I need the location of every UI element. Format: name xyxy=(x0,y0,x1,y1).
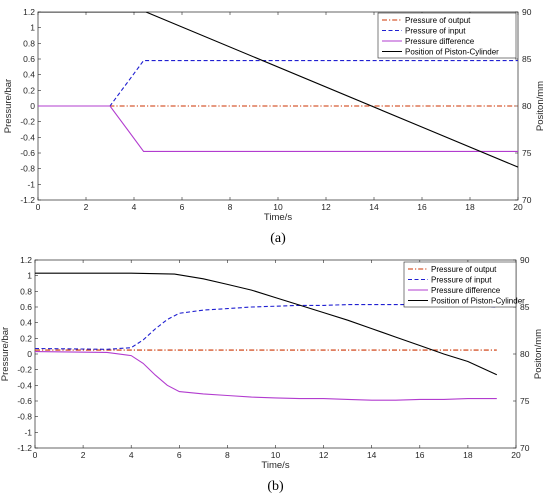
x-axis-label: Time/s xyxy=(261,460,289,471)
y2-tick-label: 90 xyxy=(520,255,530,265)
y-tick-label: 1 xyxy=(30,23,35,33)
y-tick-label: 0.6 xyxy=(20,302,32,312)
y-tick-label: -1.2 xyxy=(20,195,35,205)
legend-entry-1: Pressure of input xyxy=(405,26,466,35)
legend-entry-0: Pressure of output xyxy=(431,265,497,274)
y-tick-label: 0.2 xyxy=(23,85,35,95)
y-tick-label: -1 xyxy=(27,179,35,189)
y-tick-label: -0.8 xyxy=(17,412,32,422)
y-tick-label: -0.2 xyxy=(20,117,35,127)
y-tick-label: 0 xyxy=(27,349,32,359)
y2-axis-label: Positon/mm xyxy=(535,81,546,131)
series-line-3 xyxy=(35,272,498,376)
x-tick-label: 8 xyxy=(225,450,230,460)
y-axis-label: Pressure/bar xyxy=(0,327,11,381)
y-tick-label: -0.6 xyxy=(17,396,32,406)
x-tick-label: 4 xyxy=(132,202,137,212)
x-tick-label: 12 xyxy=(321,202,331,212)
x-tick-label: 2 xyxy=(81,450,86,460)
y-tick-label: -1 xyxy=(24,427,32,437)
y-tick-label: 0 xyxy=(30,101,35,111)
y-tick-label: -0.2 xyxy=(17,365,32,375)
y-tick-label: 0.2 xyxy=(20,333,32,343)
x-tick-label: 16 xyxy=(417,202,427,212)
y2-tick-label: 85 xyxy=(522,54,532,64)
y-tick-label: -0.4 xyxy=(20,132,35,142)
series-line-2 xyxy=(38,105,518,152)
y2-tick-label: 70 xyxy=(520,443,530,453)
y2-axis-label: Positon/mm xyxy=(533,329,544,379)
x-tick-label: 8 xyxy=(228,202,233,212)
x-tick-label: 18 xyxy=(463,450,473,460)
y-tick-label: 0.8 xyxy=(20,286,32,296)
y2-tick-label: 90 xyxy=(522,7,532,17)
legend-entry-2: Pressure difference xyxy=(431,286,501,295)
x-axis-label: Time/s xyxy=(264,212,292,223)
chart-panel-a: 0 2 4 6 8 10 12 14 16 18 20-1.2-1-0.8-0.6-0.4-0.20… xyxy=(3,7,546,246)
y-tick-label: 0.6 xyxy=(23,54,35,64)
y-tick-label: -0.8 xyxy=(20,164,35,174)
y2-tick-label: 75 xyxy=(522,148,532,158)
y-tick-label: 0.4 xyxy=(23,70,35,80)
x-tick-label: 0 xyxy=(33,450,38,460)
x-tick-label: 20 xyxy=(511,450,521,460)
x-tick-label: 20 xyxy=(513,202,523,212)
x-tick-label: 14 xyxy=(367,450,377,460)
legend-entry-3: Position of Piston-Cylinder xyxy=(405,47,499,56)
chart-panel-b: 0 2 4 6 8 10 12 14 16 18 20-1.2-1-0.8-0.6-0.4-0.20… xyxy=(0,255,544,494)
y-tick-label: 1 xyxy=(27,271,32,281)
y2-tick-label: 80 xyxy=(520,349,530,359)
y-axis-label: Pressure/bar xyxy=(3,79,14,133)
panel-caption: (a) xyxy=(270,231,286,246)
x-tick-label: 0 xyxy=(36,202,41,212)
y-tick-label: -0.4 xyxy=(17,380,32,390)
x-tick-label: 6 xyxy=(180,202,185,212)
series-line-2 xyxy=(35,351,497,401)
legend-entry-1: Pressure of input xyxy=(431,275,492,284)
x-tick-label: 2 xyxy=(84,202,89,212)
y-tick-label: 0.8 xyxy=(23,38,35,48)
y2-tick-label: 85 xyxy=(520,302,530,312)
y-tick-label: -0.6 xyxy=(20,148,35,158)
x-tick-label: 10 xyxy=(271,450,281,460)
x-tick-label: 14 xyxy=(369,202,379,212)
legend-box xyxy=(377,12,517,59)
x-tick-label: 12 xyxy=(319,450,329,460)
legend-entry-2: Pressure difference xyxy=(405,37,475,46)
panel-caption: (b) xyxy=(267,479,284,494)
x-tick-label: 4 xyxy=(129,450,134,460)
y-tick-label: 1.2 xyxy=(20,255,32,265)
x-tick-label: 10 xyxy=(273,202,283,212)
y2-tick-label: 70 xyxy=(522,195,532,205)
x-tick-label: 18 xyxy=(465,202,475,212)
x-tick-label: 16 xyxy=(415,450,425,460)
legend-entry-0: Pressure of output xyxy=(405,16,471,25)
series-line-3 xyxy=(38,12,518,168)
y2-tick-label: 80 xyxy=(522,101,532,111)
y-tick-label: 0.4 xyxy=(20,318,32,328)
legend-entry-3: Position of Piston-Cylinder xyxy=(431,296,525,305)
x-tick-label: 6 xyxy=(177,450,182,460)
y-tick-label: -1.2 xyxy=(17,443,32,453)
y2-tick-label: 75 xyxy=(520,396,530,406)
y-tick-label: 1.2 xyxy=(23,7,35,17)
